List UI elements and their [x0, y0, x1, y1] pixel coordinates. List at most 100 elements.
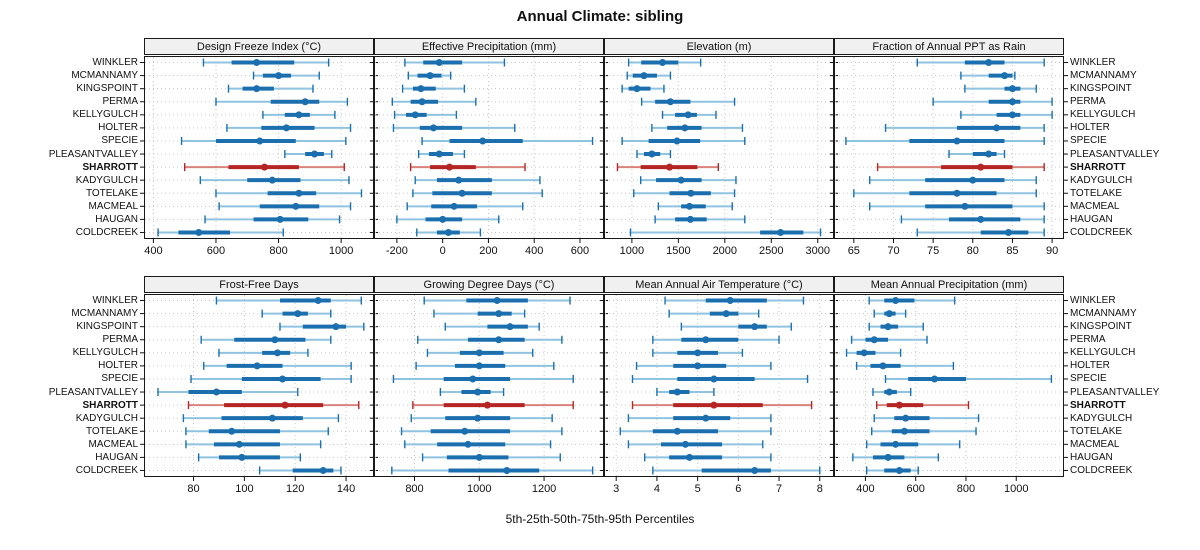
median-dot — [885, 310, 893, 318]
panel-strip-title: Effective Precipitation (mm) — [374, 38, 604, 55]
panel-plot: 65 70 75 80 85 90 — [830, 56, 1068, 257]
median-dot — [777, 228, 785, 236]
median-dot — [895, 466, 903, 474]
panel-plot: 400 600 800 1000 — [830, 294, 1068, 495]
station-label-right: HOLTER — [1070, 360, 1110, 372]
station-label-right: SPECIE — [1070, 135, 1107, 147]
station-label-right: MACMEAL — [1070, 438, 1120, 450]
panel-border — [144, 294, 374, 477]
percentile-caption: 5th-25th-50th-75th-95th Percentiles — [505, 512, 695, 526]
median-dot — [493, 297, 501, 305]
median-dot — [885, 388, 893, 396]
median-dot — [900, 427, 908, 435]
panel-border — [604, 294, 834, 477]
station-label-right: KADYGULCH — [1070, 412, 1133, 424]
station-label-left: COLDCREEK — [75, 226, 138, 238]
axis-tick-label: 8 — [817, 483, 823, 495]
panel-strip-title: Mean Annual Precipitation (mm) — [834, 276, 1064, 293]
median-dot — [1008, 85, 1016, 93]
median-dot — [475, 453, 483, 461]
axis-tick-label: 1000 — [467, 483, 491, 495]
median-dot — [444, 228, 452, 236]
median-dot — [195, 228, 203, 236]
median-dot — [884, 323, 892, 331]
median-dot — [294, 310, 302, 318]
median-dot — [710, 401, 718, 409]
median-dot — [710, 375, 718, 383]
station-label-right: MCMANNAMY — [1070, 308, 1137, 320]
station-label-left: MCMANNAMY — [71, 308, 138, 320]
median-dot — [1001, 72, 1009, 80]
median-dot — [884, 453, 892, 461]
station-label-right: KINGSPOINT — [1070, 321, 1132, 333]
median-dot — [1008, 98, 1016, 106]
median-dot — [666, 163, 674, 171]
median-dot — [450, 202, 458, 210]
station-label-left: PERMA — [102, 96, 138, 108]
station-label-left: MACMEAL — [88, 200, 138, 212]
median-dot — [411, 111, 419, 119]
median-dot — [702, 336, 710, 344]
median-dot — [238, 453, 246, 461]
median-dot — [417, 85, 425, 93]
median-dot — [282, 124, 290, 132]
median-dot — [902, 414, 910, 422]
median-dot — [426, 72, 434, 80]
station-label-right: KINGSPOINT — [1070, 83, 1132, 95]
panel-plot: -200 0 200 400 600 — [370, 56, 608, 257]
station-label-right: KELLYGULCH — [1070, 347, 1136, 359]
station-label-right: PLEASANTVALLEY — [1070, 386, 1160, 398]
median-dot — [292, 202, 300, 210]
station-label-left: KADYGULCH — [75, 174, 138, 186]
station-label-right: COLDCREEK — [1070, 226, 1133, 238]
median-dot — [314, 297, 322, 305]
median-dot — [268, 414, 276, 422]
station-label-left: PLEASANTVALLEY — [48, 386, 138, 398]
axis-tick-label: 1500 — [666, 245, 690, 257]
median-dot — [469, 375, 477, 383]
axis-tick-label: 100 — [235, 483, 253, 495]
median-dot — [751, 323, 759, 331]
station-label-right: TOTELAKE — [1070, 425, 1123, 437]
median-dot — [430, 124, 438, 132]
median-dot — [931, 375, 939, 383]
axis-tick-label: 400 — [525, 245, 543, 257]
station-label-left: HOLTER — [98, 360, 138, 372]
axis-tick-label: 6 — [735, 483, 741, 495]
median-dot — [311, 150, 319, 158]
axis-tick-label: 140 — [337, 483, 355, 495]
station-label-right: PERMA — [1070, 334, 1106, 346]
axis-tick-label: 800 — [957, 483, 975, 495]
axis-tick-label: 1200 — [532, 483, 556, 495]
median-dot — [228, 427, 236, 435]
median-dot — [506, 323, 514, 331]
station-label-right: KADYGULCH — [1070, 174, 1133, 186]
median-dot — [475, 349, 483, 357]
axis-tick-label: 1000 — [620, 245, 644, 257]
station-label-right: TOTELAKE — [1070, 187, 1123, 199]
median-dot — [271, 336, 279, 344]
axis-tick-label: 4 — [654, 483, 660, 495]
median-dot — [275, 72, 283, 80]
median-dot — [1008, 111, 1016, 119]
median-dot — [702, 414, 710, 422]
axis-tick-label: 3000 — [805, 245, 829, 257]
station-label-right: MACMEAL — [1070, 200, 1120, 212]
median-dot — [483, 401, 491, 409]
median-dot — [961, 202, 969, 210]
panel-border — [604, 56, 834, 239]
panel-plot: 1000 1500 2000 2500 3000 — [600, 56, 838, 257]
median-dot — [681, 440, 689, 448]
station-label-left: WINKLER — [92, 57, 138, 69]
station-label-left: KINGSPOINT — [76, 83, 138, 95]
median-dot — [268, 176, 276, 184]
station-label-left: SPECIE — [101, 373, 138, 385]
station-label-right: KELLYGULCH — [1070, 109, 1136, 121]
station-label-right: SHARROTT — [1070, 161, 1126, 173]
panel-strip-title: Fraction of Annual PPT as Rain — [834, 38, 1064, 55]
station-label-left: TOTELAKE — [85, 187, 138, 199]
median-dot — [464, 440, 472, 448]
median-dot — [273, 349, 281, 357]
median-dot — [474, 388, 482, 396]
